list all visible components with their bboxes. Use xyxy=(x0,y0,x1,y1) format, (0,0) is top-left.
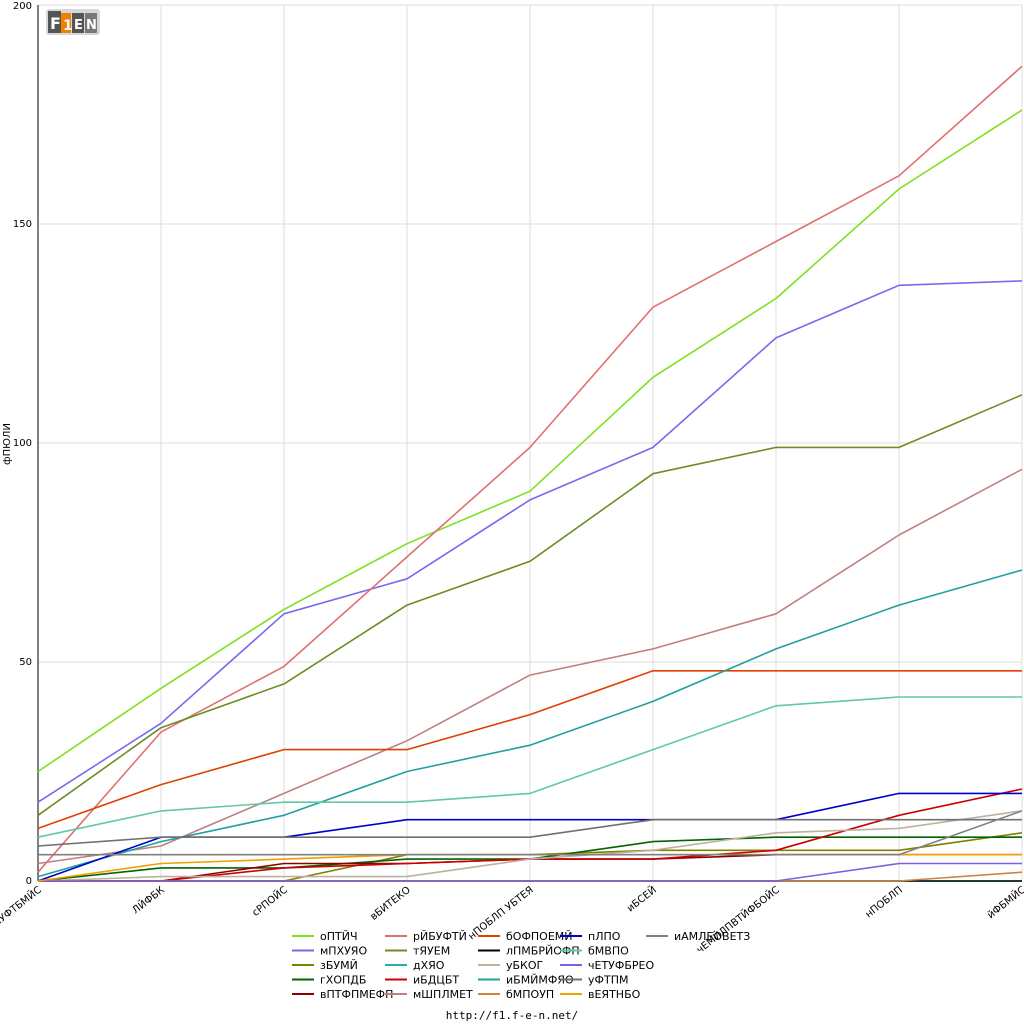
series-line xyxy=(37,109,1023,773)
series-line xyxy=(37,65,1023,873)
svg-text:F: F xyxy=(50,14,61,33)
svg-text:E: E xyxy=(74,18,83,33)
x-tick-label: ЛЙФБК xyxy=(129,883,167,916)
y-tick-label: 100 xyxy=(13,438,32,449)
series-line xyxy=(38,810,1023,856)
legend-label: пЛПО xyxy=(588,930,621,943)
legend-label: бМПОУП xyxy=(506,988,554,1001)
x-tick-label: чЕМЙЛПВТЙФБОЙС xyxy=(694,883,782,956)
grid xyxy=(37,4,1023,882)
legend-label: оПТЙЧ xyxy=(320,930,358,943)
series-line xyxy=(37,569,1023,878)
series-line xyxy=(37,810,1023,882)
series-line xyxy=(37,669,1022,830)
legend-label: тЯУЕМ xyxy=(413,945,450,958)
y-axis-label: фПЮЛИ xyxy=(2,423,13,465)
legend-label: иБМЙМФЯО xyxy=(506,974,574,987)
x-tick-label: сРПОЙС xyxy=(249,883,290,919)
svg-text:1: 1 xyxy=(63,18,73,34)
legend-label: уФТПМ xyxy=(588,974,628,987)
x-tick-label: бЧУФТБМЙС xyxy=(0,883,44,933)
series-line xyxy=(37,280,1023,803)
x-tick-label: нПОБЛП xyxy=(864,885,905,921)
footer-url[interactable]: http://f1.f-e-n.net/ xyxy=(445,1009,579,1022)
legend-label: гХОПДБ xyxy=(320,974,366,987)
y-tick-label: 150 xyxy=(13,219,32,230)
legend-label: рЙБУФТЙ xyxy=(413,930,467,943)
y-tick-labels: 0 50 100 150 200 xyxy=(13,1,32,887)
x-tick-label: йФБМЙС xyxy=(984,883,1024,921)
series-line xyxy=(38,862,1022,882)
legend-label: бМВПО xyxy=(588,945,629,958)
svg-text:N: N xyxy=(86,18,97,33)
y-tick-label: 200 xyxy=(13,1,32,12)
legend-label: мШПЛМЕТ xyxy=(413,988,473,1001)
legend-label: уБКОГ xyxy=(506,959,544,972)
legend-label: вПТФПМЕФП xyxy=(320,988,393,1001)
legend-label: мПХУЯО xyxy=(320,945,367,958)
legend-label: лПМБРЙОФП xyxy=(506,945,580,958)
y-tick-label: 50 xyxy=(19,657,32,668)
legend-label: иАМЛЕОВЕТЗ xyxy=(674,930,750,943)
legend-label: бОФПОЕМЙ xyxy=(506,930,573,943)
y-tick-label: 0 xyxy=(26,876,32,887)
legend-label: иБДЦБТ xyxy=(413,974,459,987)
series-line xyxy=(37,696,1022,838)
f1en-logo: F 1 E N xyxy=(46,9,100,35)
x-tick-label: иБСЕЙ xyxy=(624,883,659,914)
series-line xyxy=(37,394,1023,816)
series-line xyxy=(37,468,1023,865)
legend-label: дХЯО xyxy=(413,959,445,972)
legend-label: вЕЯТНБО xyxy=(588,988,641,1001)
series-line xyxy=(37,818,1022,847)
series-lines xyxy=(37,65,1023,882)
x-tick-label: вБИТЕКО xyxy=(369,885,413,923)
legend-label: зБУМЙ xyxy=(320,959,358,972)
legend-label: чЕТУФБРЕО xyxy=(588,959,654,972)
